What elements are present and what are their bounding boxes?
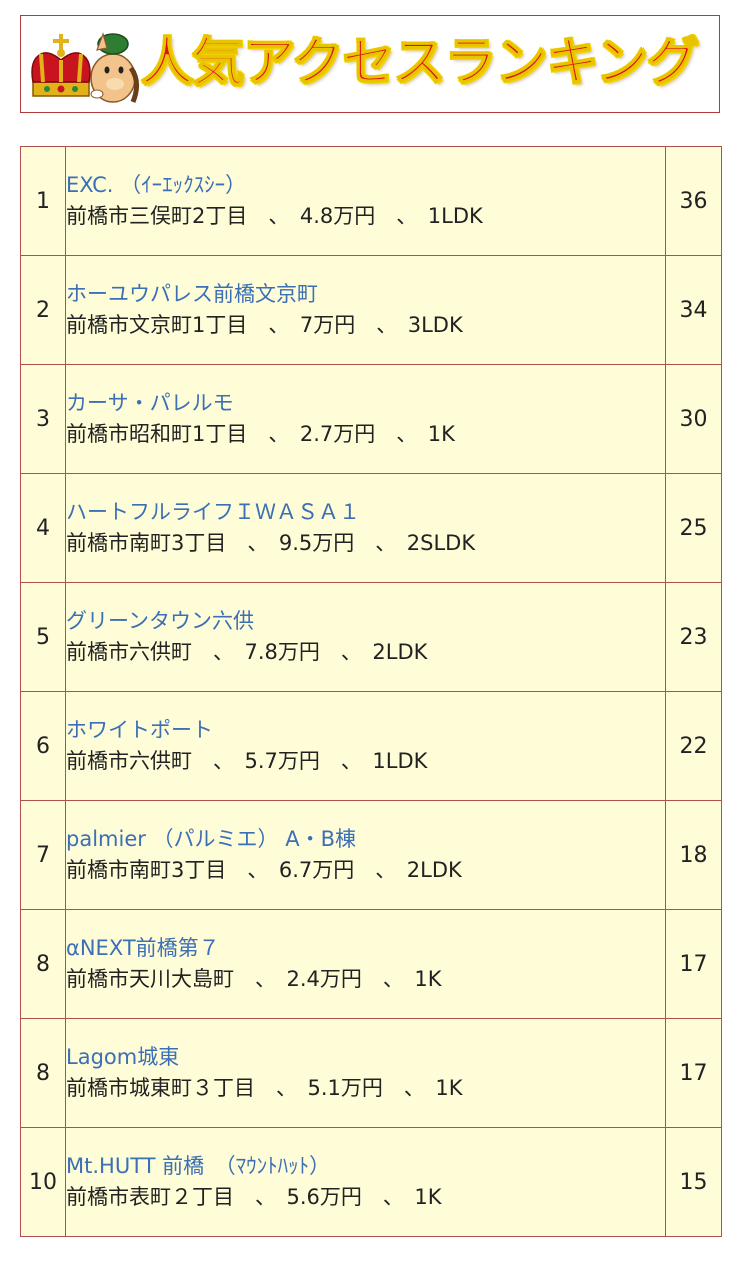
table-row: 8 αNEXT前橋第７ 前橋市天川大島町 、 2.4万円 、 1K 17	[20, 909, 722, 1019]
ranking-banner: 人気アクセスランキング	[20, 15, 720, 113]
property-detail: 前橋市南町3丁目 、 9.5万円 、 2SLDK	[66, 531, 476, 555]
rank-number: 6	[20, 691, 66, 801]
access-count: 15	[665, 1127, 722, 1237]
property-detail: 前橋市表町２丁目 、 5.6万円 、 1K	[66, 1185, 442, 1209]
rank-number: 1	[20, 146, 66, 256]
property-info: Lagom城東前橋市城東町３丁目 、 5.1万円 、 1K	[65, 1018, 666, 1128]
access-count: 25	[665, 473, 722, 583]
table-row: 8 Lagom城東 前橋市城東町３丁目 、 5.1万円 、 1K 17	[20, 1018, 722, 1128]
property-info: ホワイトポート前橋市六供町 、 5.7万円 、 1LDK	[65, 691, 666, 801]
property-detail: 前橋市南町3丁目 、 6.7万円 、 2LDK	[66, 858, 462, 882]
property-name-link[interactable]: ホワイトポート	[66, 718, 213, 742]
property-name-link[interactable]: palmier （パルミエ） A・B棟	[66, 827, 357, 851]
property-info: Mt.HUTT 前橋 （ﾏｳﾝﾄﾊｯﾄ） 前橋市表町２丁目 、 5.6万円 、 1…	[65, 1127, 666, 1237]
table-row: 7 palmier （パルミエ） A・B棟前橋市南町3丁目 、 6.7万円 、 2…	[20, 800, 722, 910]
rank-number: 5	[20, 582, 66, 692]
rank-number: 2	[20, 255, 66, 365]
table-row: 10 Mt.HUTT 前橋 （ﾏｳﾝﾄﾊｯﾄ） 前橋市表町２丁目 、 5.6万円 、…	[20, 1127, 722, 1237]
property-name-link[interactable]: αNEXT前橋第７	[66, 936, 220, 960]
ranking-table: 1 EXC. （ｲｰｴｯｸｽｼｰ） 前橋市三俣町2丁目 、 4.8万円 、 1LDK…	[20, 146, 722, 1237]
property-detail: 前橋市三俣町2丁目 、 4.8万円 、 1LDK	[66, 204, 483, 228]
table-row: 4 ハートフルライフＩＷＡＳＡ１ 前橋市南町3丁目 、 9.5万円 、 2SLDK 2…	[20, 473, 722, 583]
table-row: 1 EXC. （ｲｰｴｯｸｽｼｰ） 前橋市三俣町2丁目 、 4.8万円 、 1LDK…	[20, 146, 722, 256]
rank-number: 4	[20, 473, 66, 583]
rank-number: 7	[20, 800, 66, 910]
property-info: palmier （パルミエ） A・B棟前橋市南町3丁目 、 6.7万円 、 2L…	[65, 800, 666, 910]
property-name-link[interactable]: カーサ・パレルモ	[66, 391, 234, 415]
property-detail: 前橋市天川大島町 、 2.4万円 、 1K	[66, 967, 442, 991]
property-name-link[interactable]: グリーンタウン六供	[66, 609, 254, 633]
property-detail: 前橋市文京町1丁目 、 7万円 、 3LDK	[66, 313, 463, 337]
table-row: 3 カーサ・パレルモ 前橋市昭和町1丁目 、 2.7万円 、 1K 30	[20, 364, 722, 474]
property-info: カーサ・パレルモ前橋市昭和町1丁目 、 2.7万円 、 1K	[65, 364, 666, 474]
access-count: 22	[665, 691, 722, 801]
property-name-link[interactable]: ハートフルライフＩＷＡＳＡ１	[66, 500, 360, 524]
property-detail: 前橋市六供町 、 7.8万円 、 2LDK	[66, 640, 428, 664]
table-row: 6 ホワイトポート 前橋市六供町 、 5.7万円 、 1LDK 22	[20, 691, 722, 801]
access-count: 36	[665, 146, 722, 256]
property-info: ホーユウパレス前橋文京町前橋市文京町1丁目 、 7万円 、 3LDK	[65, 255, 666, 365]
rank-number: 3	[20, 364, 66, 474]
access-count: 17	[665, 909, 722, 1019]
access-count: 34	[665, 255, 722, 365]
property-detail: 前橋市六供町 、 5.7万円 、 1LDK	[66, 749, 428, 773]
mascot-crown-icon	[31, 32, 139, 103]
property-info: グリーンタウン六供前橋市六供町 、 7.8万円 、 2LDK	[65, 582, 666, 692]
access-count: 18	[665, 800, 722, 910]
property-info: EXC. （ｲｰｴｯｸｽｼｰ） 前橋市三俣町2丁目 、 4.8万円 、 1LDK	[65, 146, 666, 256]
property-detail: 前橋市昭和町1丁目 、 2.7万円 、 1K	[66, 422, 455, 446]
property-name-link[interactable]: Mt.HUTT 前橋 （ﾏｳﾝﾄﾊｯﾄ）	[66, 1154, 331, 1178]
access-count: 23	[665, 582, 722, 692]
property-name-link[interactable]: ホーユウパレス前橋文京町	[66, 282, 318, 306]
property-name-link[interactable]: Lagom城東	[66, 1045, 180, 1069]
access-count: 30	[665, 364, 722, 474]
property-detail: 前橋市城東町３丁目 、 5.1万円 、 1K	[66, 1076, 463, 1100]
property-name-link[interactable]: EXC. （ｲｰｴｯｸｽｼｰ）	[66, 173, 247, 197]
property-info: αNEXT前橋第７ 前橋市天川大島町 、 2.4万円 、 1K	[65, 909, 666, 1019]
table-row: 5 グリーンタウン六供 前橋市六供町 、 7.8万円 、 2LDK 23	[20, 582, 722, 692]
property-info: ハートフルライフＩＷＡＳＡ１ 前橋市南町3丁目 、 9.5万円 、 2SLDK	[65, 473, 666, 583]
banner-title: 人気アクセスランキング	[140, 32, 699, 94]
rank-number: 8	[20, 1018, 66, 1128]
table-row: 2 ホーユウパレス前橋文京町 前橋市文京町1丁目 、 7万円 、 3LDK 34	[20, 255, 722, 365]
access-count: 17	[665, 1018, 722, 1128]
rank-number: 8	[20, 909, 66, 1019]
rank-number: 10	[20, 1127, 66, 1237]
